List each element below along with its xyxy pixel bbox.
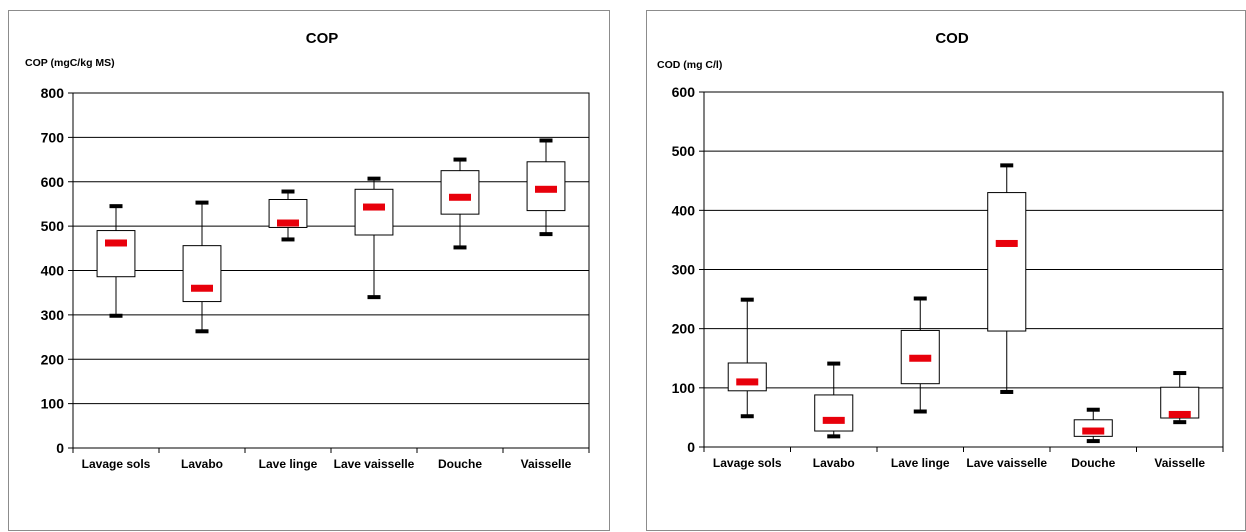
cop-median-marker bbox=[191, 284, 213, 292]
cod-min-cap bbox=[1000, 389, 1014, 394]
cod-y-tick-label: 300 bbox=[672, 262, 696, 278]
cod-x-tick-label: Vaisselle bbox=[1154, 456, 1205, 470]
cop-y-axis-label: COP (mgC/kg MS) bbox=[25, 57, 115, 69]
cop-x-tick-label: Douche bbox=[438, 457, 482, 471]
cod-median-marker bbox=[736, 378, 759, 386]
cod-median-marker bbox=[1168, 410, 1191, 418]
cop-y-tick-label: 200 bbox=[41, 351, 65, 367]
cod-chart-title: COD bbox=[935, 30, 969, 47]
cod-y-axis-label: COD (mg C/l) bbox=[657, 59, 722, 71]
cop-y-tick-label: 0 bbox=[56, 440, 64, 456]
cop-x-tick-label: Lave vaisselle bbox=[334, 457, 415, 471]
cop-max-cap bbox=[539, 138, 553, 143]
cod-y-tick-label: 600 bbox=[672, 84, 696, 100]
cop-x-tick-label: Lave linge bbox=[259, 457, 318, 471]
cod-x-tick-label: Lavabo bbox=[813, 456, 855, 470]
cod-min-cap bbox=[1086, 439, 1100, 444]
cop-boxplot-chart: COP COP (mgC/kg MS) 0 100 200 300 400 500 600 7… bbox=[25, 30, 590, 471]
cod-median-marker bbox=[822, 416, 845, 424]
cop-max-cap bbox=[453, 157, 467, 162]
cod-min-cap bbox=[740, 414, 754, 419]
cop-max-cap bbox=[281, 189, 295, 194]
cop-chart-title: COP bbox=[306, 30, 339, 47]
cop-x-tick-label: Vaisselle bbox=[521, 457, 572, 471]
cod-max-cap bbox=[827, 361, 841, 366]
cop-x-tick-label: Lavage sols bbox=[82, 457, 151, 471]
cop-box bbox=[440, 170, 480, 215]
cod-box bbox=[814, 394, 854, 432]
cop-y-tick-label: 600 bbox=[41, 174, 65, 190]
cop-min-cap bbox=[539, 232, 553, 237]
cop-median-marker bbox=[105, 239, 127, 247]
cod-chart-panel: COD COD (mg C/l) 0 100 200 300 400 500 600 Lava… bbox=[646, 10, 1246, 531]
cop-x-tick-label: Lavabo bbox=[181, 457, 223, 471]
cop-box bbox=[96, 230, 136, 278]
cod-x-tick-label: Douche bbox=[1071, 456, 1115, 470]
cod-min-cap bbox=[1173, 420, 1187, 425]
cod-boxplot-chart: COD COD (mg C/l) 0 100 200 300 400 500 600 Lava… bbox=[657, 30, 1224, 470]
cod-median-marker bbox=[1082, 427, 1105, 435]
cod-median-marker bbox=[995, 239, 1018, 247]
cop-y-tick-label: 500 bbox=[41, 218, 65, 234]
cop-median-marker bbox=[277, 219, 299, 227]
cop-chart-panel: COP COP (mgC/kg MS) 0 100 200 300 400 500 600 7… bbox=[8, 10, 610, 531]
cop-y-tick-label: 300 bbox=[41, 307, 65, 323]
cod-min-cap bbox=[827, 434, 841, 439]
cod-y-tick-label: 0 bbox=[687, 439, 695, 455]
cod-min-cap bbox=[913, 409, 927, 414]
cop-median-marker bbox=[535, 185, 557, 193]
cod-x-tick-label: Lave linge bbox=[891, 456, 950, 470]
cop-y-tick-label: 800 bbox=[41, 85, 65, 101]
cod-y-tick-label: 200 bbox=[672, 321, 696, 337]
cod-y-tick-label: 500 bbox=[672, 143, 696, 159]
cop-max-cap bbox=[109, 204, 123, 209]
cod-max-cap bbox=[913, 296, 927, 301]
cop-median-marker bbox=[449, 193, 471, 201]
cop-y-tick-label: 700 bbox=[41, 129, 65, 145]
cod-y-tick-label: 400 bbox=[672, 202, 696, 218]
cop-y-tick-label: 400 bbox=[41, 263, 65, 279]
cop-box bbox=[354, 188, 394, 236]
cod-box bbox=[987, 192, 1027, 332]
cop-min-cap bbox=[281, 237, 295, 242]
cod-max-cap bbox=[740, 297, 754, 302]
cod-median-marker bbox=[909, 354, 932, 362]
cop-y-tick-label: 100 bbox=[41, 396, 65, 412]
cop-max-cap bbox=[367, 176, 381, 181]
cod-max-cap bbox=[1000, 163, 1014, 168]
cop-min-cap bbox=[109, 313, 123, 318]
cop-box bbox=[182, 245, 222, 303]
cod-max-cap bbox=[1173, 371, 1187, 376]
cod-y-tick-label: 100 bbox=[672, 380, 696, 396]
cop-min-cap bbox=[195, 329, 209, 334]
cop-min-cap bbox=[453, 245, 467, 250]
cod-x-tick-label: Lavage sols bbox=[713, 456, 782, 470]
cod-box bbox=[727, 362, 767, 392]
cop-median-marker bbox=[363, 203, 385, 211]
cod-max-cap bbox=[1086, 407, 1100, 412]
cop-max-cap bbox=[195, 200, 209, 205]
cod-x-tick-label: Lave vaisselle bbox=[966, 456, 1047, 470]
cop-min-cap bbox=[367, 295, 381, 300]
